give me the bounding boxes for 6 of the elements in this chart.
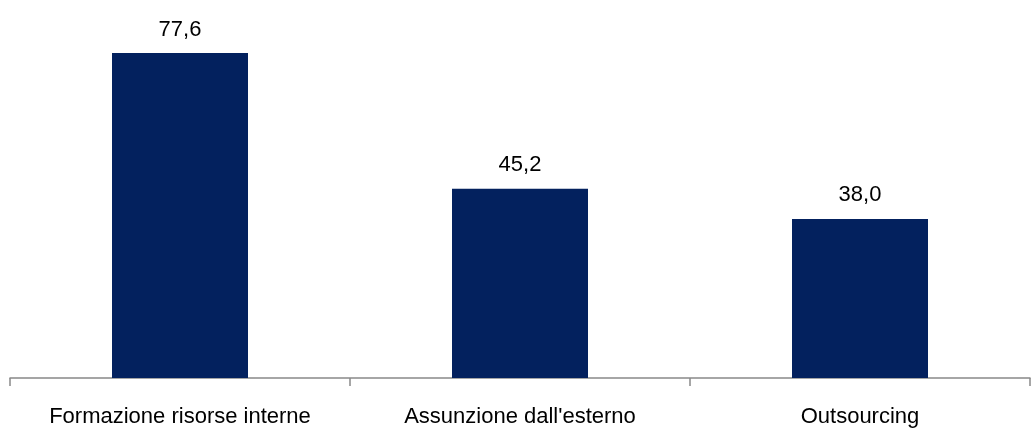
x-tick-label: Formazione risorse interne xyxy=(49,402,311,428)
data-label: 38,0 xyxy=(838,181,882,207)
data-label: 45,2 xyxy=(498,151,542,177)
x-tick-label: Outsourcing xyxy=(800,402,920,428)
x-tick-label: Assunzione dall'esterno xyxy=(404,402,636,428)
data-label: 77,6 xyxy=(158,15,202,41)
